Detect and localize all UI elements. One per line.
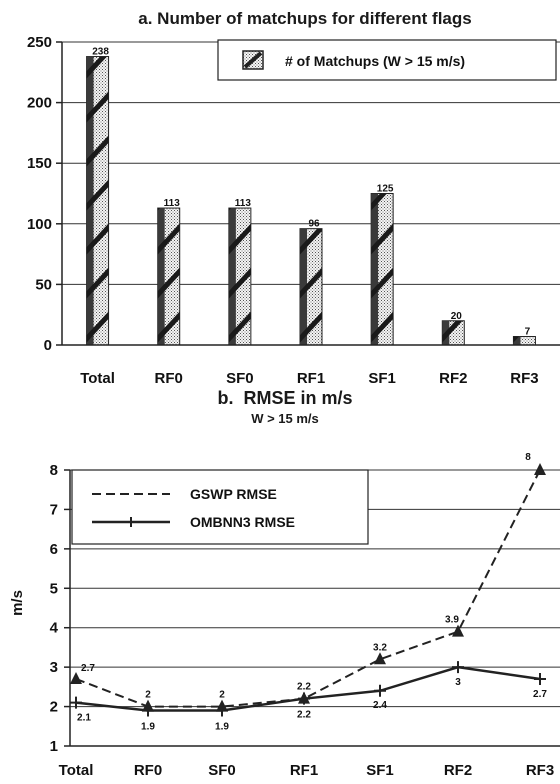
bar-chart-x-tick-label: SF0 — [226, 370, 254, 387]
line-chart-x-tick-label: RF1 — [290, 762, 318, 779]
bar-chart-y-tick-label: 200 — [27, 95, 52, 112]
bar-chart-x-tick-label: RF3 — [510, 370, 538, 387]
gswp-rmse-marker — [374, 652, 386, 665]
ombnn3-rmse-marker — [142, 704, 154, 717]
bar — [157, 207, 181, 346]
line-chart-legend: GSWP RMSE OMBNN3 RMSE — [71, 469, 369, 545]
bar-chart-y-tick-label: 250 — [27, 34, 52, 51]
bar-chart-y-tick-label: 50 — [35, 276, 52, 293]
line-chart-x-tick-label: SF0 — [208, 762, 236, 779]
bar-chart: a. Number of matchups for different flag… — [27, 9, 560, 387]
line-chart-y-axis-label: m/s — [9, 590, 26, 616]
bar-chart-legend-swatch — [242, 50, 264, 70]
bar-data-label: 113 — [164, 198, 181, 209]
line-chart-legend-ombnn3-label: OMBNN3 RMSE — [190, 514, 295, 530]
bar-data-label: 20 — [451, 311, 463, 322]
line-chart-x-tick-label: RF3 — [526, 762, 554, 779]
bar-chart-x-tick-label: SF1 — [368, 370, 396, 387]
bar-chart-data-labels: 238 113 113 96 125 20 7 — [92, 47, 530, 338]
bar-data-label: 125 — [377, 184, 394, 195]
line-chart-x-tick-label: Total — [59, 762, 94, 779]
bar-chart-y-tick-label: 0 — [44, 337, 52, 354]
ombnn3-rmse-marker — [452, 661, 464, 674]
bar-chart-legend-label: # of Matchups (W > 15 m/s) — [285, 53, 465, 69]
line-chart-y-tick-label: 8 — [50, 462, 58, 479]
line-chart-y-tick-label: 3 — [50, 659, 58, 676]
line-chart-markers — [70, 463, 546, 717]
bar-chart-title: a. Number of matchups for different flag… — [138, 9, 471, 28]
ombnn3-rmse-label: 1.9 — [215, 722, 229, 733]
bar — [370, 193, 394, 346]
line-chart-y-tick-label: 2 — [50, 699, 58, 716]
gswp-rmse-label: 8 — [525, 452, 531, 463]
line-chart-legend-box — [71, 469, 369, 545]
line-chart: b. RMSE in m/s W > 15 m/s 1 2 3 4 5 6 7 8 m/s 2… — [9, 388, 560, 779]
bar-chart-y-ticks: 0 50 100 150 200 250 — [27, 34, 62, 354]
gswp-rmse-label: 2 — [219, 690, 225, 701]
bar — [441, 320, 465, 346]
line-chart-y-tick-label: 6 — [50, 541, 58, 558]
ombnn3-rmse-marker — [298, 692, 310, 705]
ombnn3-rmse-label: 2.7 — [533, 689, 547, 700]
line-chart-y-tick-label: 5 — [50, 580, 58, 597]
bar-chart-x-tick-label: Total — [80, 370, 115, 387]
line-chart-data-labels: 2.7 2 2 2.2 3.2 3.9 8 2.1 1.9 1.9 2.2 2.4 3 2.7 — [77, 452, 547, 733]
bar-chart-y-tick-label: 150 — [27, 155, 52, 172]
bar — [299, 228, 323, 346]
bar-chart-x-tick-label: RF0 — [155, 370, 183, 387]
line-chart-y-ticks: 1 2 3 4 5 6 7 8 — [50, 462, 70, 755]
ombnn3-rmse-label: 1.9 — [141, 722, 155, 733]
ombnn3-rmse-marker — [70, 696, 82, 709]
ombnn3-rmse-label: 2.4 — [373, 700, 387, 711]
line-chart-y-tick-label: 7 — [50, 501, 58, 518]
bar-chart-x-ticks: Total RF0 SF0 RF1 SF1 RF2 RF3 — [80, 370, 538, 387]
bar-chart-y-tick-label: 100 — [27, 216, 52, 233]
ombnn3-rmse-marker — [216, 704, 228, 717]
ombnn3-rmse-label: 2.1 — [77, 713, 91, 724]
line-chart-x-ticks: Total RF0 SF0 RF1 SF1 RF2 RF3 — [59, 762, 555, 779]
gswp-rmse-label: 2.2 — [297, 682, 311, 693]
bar-chart-legend-box — [217, 39, 557, 81]
bar-data-label: 7 — [525, 327, 531, 338]
bar-data-label: 238 — [92, 47, 109, 58]
line-chart-legend-gswp-label: GSWP RMSE — [190, 486, 277, 502]
line-chart-legend-ombnn3-marker — [126, 517, 136, 527]
line-chart-x-tick-label: RF0 — [134, 762, 162, 779]
gswp-rmse-label: 2.7 — [81, 663, 95, 674]
line-chart-x-tick-label: SF1 — [366, 762, 394, 779]
bar-chart-x-tick-label: RF1 — [297, 370, 325, 387]
line-chart-title: b. RMSE in m/s — [217, 388, 352, 408]
line-chart-x-tick-label: RF2 — [444, 762, 472, 779]
ombnn3-rmse-marker — [534, 672, 546, 685]
gswp-rmse-label: 3.9 — [445, 615, 459, 626]
line-chart-subtitle: W > 15 m/s — [251, 411, 319, 426]
bar-data-label: 96 — [308, 219, 320, 230]
gswp-rmse-marker — [452, 624, 464, 637]
ombnn3-rmse-label: 2.2 — [297, 710, 311, 721]
bar-chart-bars — [86, 56, 536, 346]
gswp-rmse-marker — [70, 671, 82, 684]
line-chart-y-tick-label: 4 — [50, 620, 59, 637]
ombnn3-rmse-marker — [374, 684, 386, 697]
gswp-rmse-label: 3.2 — [373, 642, 387, 653]
gswp-rmse-label: 2 — [145, 690, 151, 701]
bar-chart-x-tick-label: RF2 — [439, 370, 467, 387]
line-chart-y-tick-label: 1 — [50, 738, 58, 755]
bar-chart-legend: # of Matchups (W > 15 m/s) — [217, 39, 557, 81]
ombnn3-rmse-label: 3 — [455, 677, 461, 688]
bar-data-label: 113 — [235, 198, 252, 209]
gswp-rmse-marker — [534, 463, 546, 475]
